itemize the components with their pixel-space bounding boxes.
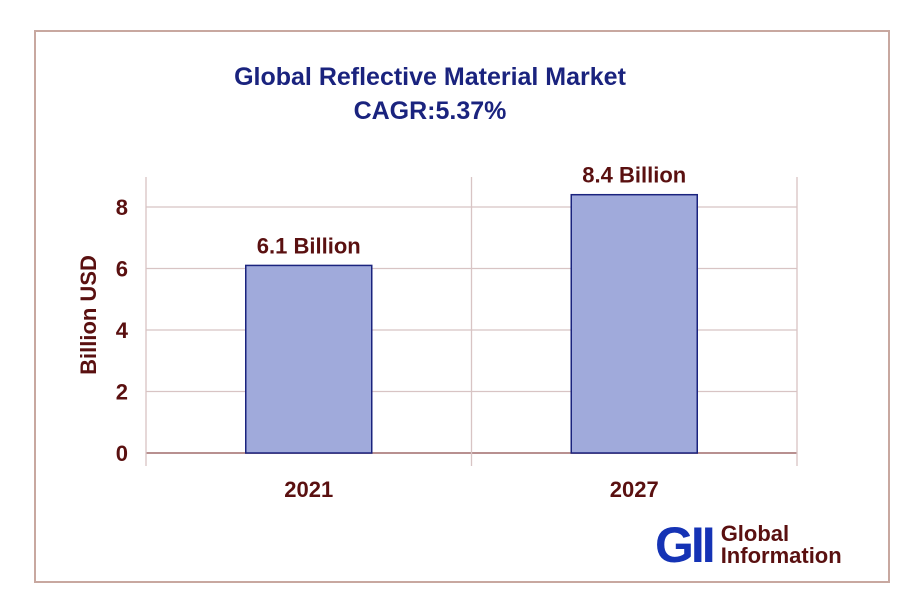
y-tick-label: 6 <box>116 257 128 282</box>
y-tick-label: 0 <box>116 441 128 466</box>
data-label: 8.4 Billion <box>582 163 686 188</box>
chart-frame <box>34 30 890 583</box>
x-tick-label: 2027 <box>610 477 659 502</box>
y-tick-label: 8 <box>116 195 128 220</box>
y-axis-label: Billion USD <box>76 255 101 375</box>
chart-subtitle: CAGR:5.37% <box>353 97 507 125</box>
logo-line1: Global <box>720 521 790 546</box>
data-label: 6.1 Billion <box>257 233 361 258</box>
y-tick-label: 2 <box>116 380 128 405</box>
y-tick-label: 4 <box>116 318 129 343</box>
chart-title: Global Reflective Material Market <box>234 63 626 91</box>
logo-mark: GII <box>655 517 716 573</box>
x-tick-label: 2021 <box>284 477 333 502</box>
bar-2027 <box>570 193 698 454</box>
gii-logo: GII Global Information <box>655 520 842 570</box>
bar-2021 <box>245 264 373 454</box>
logo-line2: Information <box>720 543 842 568</box>
